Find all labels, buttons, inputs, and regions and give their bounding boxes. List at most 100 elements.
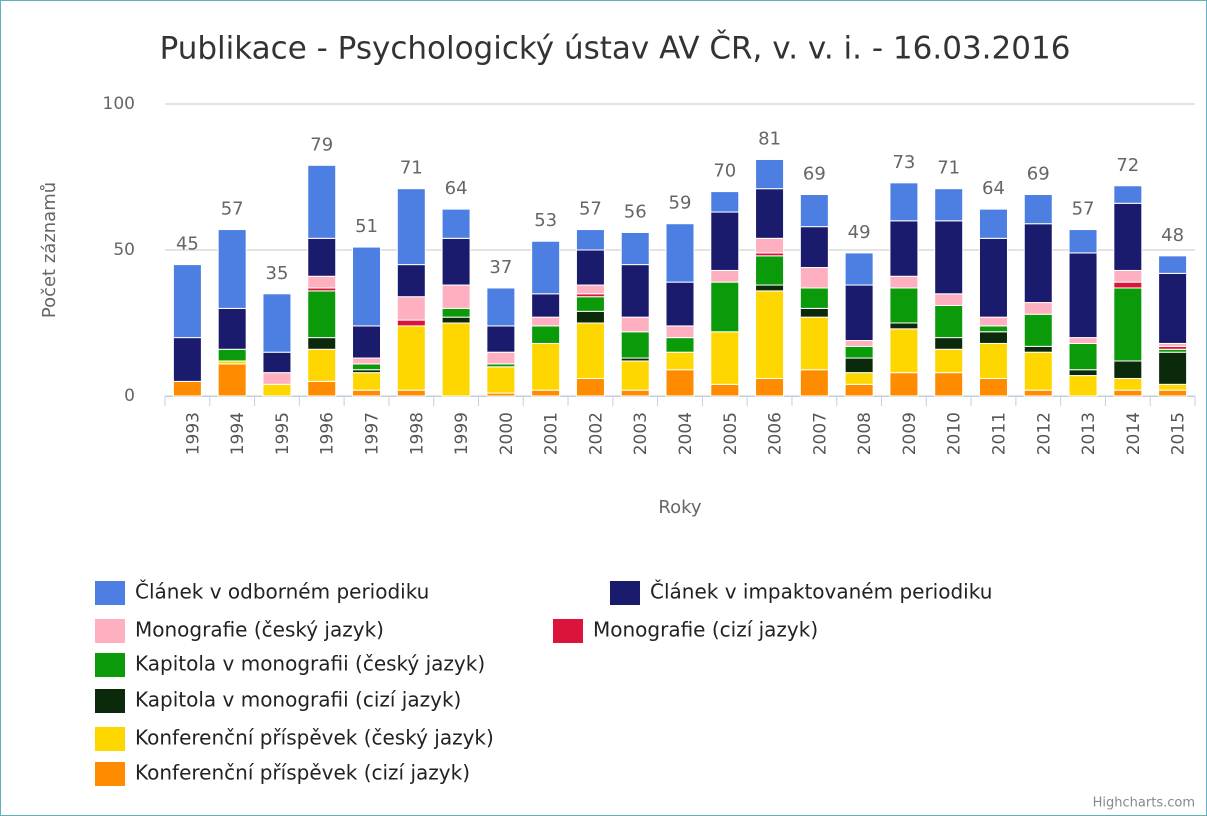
stack-total-label: 35 [266, 263, 289, 284]
bar-segment [1023, 389, 1053, 397]
x-tick-label: 2009 [900, 412, 920, 455]
bar-segment [441, 307, 471, 318]
stack-total-label: 51 [355, 216, 378, 237]
bar-segment [710, 211, 740, 271]
bar-segment [844, 252, 874, 286]
bar-segment [1158, 255, 1188, 274]
bar-segment [575, 249, 605, 286]
legend-swatch [610, 581, 640, 605]
stack-total-label: 37 [489, 257, 512, 278]
legend-swatch [95, 619, 125, 643]
x-tick-label: 1996 [318, 412, 338, 455]
bar-segment [844, 372, 874, 385]
bar-segment [531, 293, 561, 318]
bar-segment [1023, 313, 1053, 347]
stack-total-label: 69 [1027, 164, 1050, 185]
bar-segment [755, 377, 785, 397]
bar-segment [889, 372, 919, 397]
bar-segment [1023, 351, 1053, 391]
bar-segment [575, 284, 605, 295]
x-tick-label: 2013 [1079, 412, 1099, 455]
bar-segment [1023, 223, 1053, 304]
bar-segment [575, 310, 605, 324]
x-tick-label: 2008 [855, 412, 875, 455]
bar-segment [934, 337, 964, 350]
bar-segment [620, 331, 650, 359]
x-tick-label: 2010 [945, 412, 965, 455]
x-tick-label: 2001 [542, 412, 562, 455]
bar-segment [1113, 360, 1143, 379]
legend-swatch [95, 762, 125, 786]
bar-segment [755, 237, 785, 254]
stack-total-label: 73 [892, 152, 915, 173]
bar-segment [620, 389, 650, 397]
bar-segment [217, 229, 247, 309]
x-tick-label: 2006 [766, 412, 786, 455]
x-tick-label: 2014 [1124, 412, 1144, 455]
bar-segment [396, 325, 426, 391]
legend-label: Konferenční příspěvek (český jazyk) [135, 726, 494, 750]
bar-segment [844, 340, 874, 347]
bar-segment [665, 369, 695, 397]
x-tick-label: 1993 [183, 412, 203, 455]
bar-segment [889, 322, 919, 330]
y-tick-label: 0 [124, 386, 135, 406]
bar-segment [799, 287, 829, 309]
x-tick-label: 1997 [363, 412, 383, 455]
bar-segment [755, 158, 785, 190]
x-tick-label: 2015 [1169, 412, 1189, 455]
stack-total-label: 64 [982, 178, 1005, 199]
bar-segment [486, 287, 516, 327]
bar-segment [889, 220, 919, 277]
bar-segment [934, 372, 964, 397]
legend-label: Monografie (český jazyk) [135, 618, 384, 642]
bar-segment [934, 348, 964, 374]
x-tick-label: 2007 [810, 412, 830, 455]
legend-label: Kapitola v monografii (cizí jazyk) [135, 688, 461, 712]
bar-segment [575, 296, 605, 312]
bar-segment [1023, 194, 1053, 225]
bar-segment [531, 325, 561, 344]
bar-segment [217, 363, 247, 397]
bar-segment [352, 389, 382, 397]
stack-total-label: 79 [310, 134, 333, 155]
bar-segment [1068, 252, 1098, 339]
bar-segment [978, 316, 1008, 327]
bar-segment [172, 337, 202, 382]
bar-segment [1068, 342, 1098, 371]
bar-segment [844, 357, 874, 374]
bar-segment [172, 380, 202, 397]
x-tick-label: 1999 [452, 412, 472, 455]
stack-total-label: 57 [221, 199, 244, 220]
bar-segment [531, 240, 561, 295]
bar-segment [620, 231, 650, 266]
x-tick-label: 2002 [586, 412, 606, 455]
bar-segment [889, 287, 919, 324]
bar-segment [889, 328, 919, 374]
bar-segment [441, 284, 471, 309]
bar-segment [1158, 351, 1188, 385]
stack-total-label: 71 [400, 158, 423, 179]
x-tick-label: 2003 [631, 412, 651, 455]
bar-segment [1113, 287, 1143, 362]
x-tick-label: 2005 [721, 412, 741, 455]
bar-segment [710, 191, 740, 213]
bar-segment [665, 223, 695, 283]
bar-segment [934, 220, 964, 295]
chart-title: Publikace - Psychologický ústav AV ČR, v… [160, 30, 1071, 67]
stack-total-label: 71 [937, 158, 960, 179]
bar-segment [307, 380, 337, 397]
stack-total-label: 56 [624, 201, 647, 222]
bar-segment [396, 188, 426, 266]
credits: Highcharts.com [1093, 796, 1195, 811]
bar-segment [1023, 302, 1053, 315]
legend-swatch [95, 727, 125, 751]
bar-segment [396, 319, 426, 327]
legend-label: Kapitola v monografii (český jazyk) [135, 652, 485, 676]
bar-segment [352, 357, 382, 365]
bar-segment [755, 255, 785, 286]
legend-swatch [95, 689, 125, 713]
bar-segment [978, 342, 1008, 379]
bar-segment [934, 304, 964, 339]
